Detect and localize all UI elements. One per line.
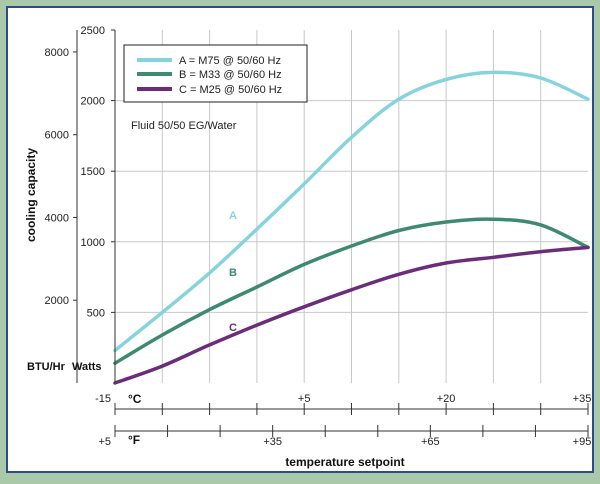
legend-label-a: A = M75 @ 50/60 Hz	[179, 55, 281, 67]
fahrenheit-unit-label: °F	[128, 433, 140, 447]
x-tick-label-fahrenheit: +95	[573, 436, 592, 448]
y-tick-label-watts: 500	[87, 307, 105, 319]
x-tick-label-celsius: +5	[298, 393, 311, 405]
legend: A = M75 @ 50/60 Hz B = M33 @ 50/60 Hz C …	[123, 44, 308, 103]
x-tick-label-fahrenheit: +35	[263, 436, 282, 448]
curve-label-b: B	[229, 267, 237, 279]
y-axis-title: cooling capacity	[24, 148, 38, 242]
tick-layer: 500 1000 1500 2000 2500 2000 4000 6000 8000 -15 +5…	[45, 25, 592, 448]
legend-label-c: C = M25 @ 50/60 Hz	[179, 84, 282, 96]
watts-unit-label: Watts	[72, 361, 102, 373]
legend-label-b: B = M33 @ 50/60 Hz	[179, 69, 282, 81]
series-line-a	[113, 70, 590, 353]
x-tick-label-celsius: +20	[437, 393, 456, 405]
y-tick-label-watts: 2000	[81, 96, 105, 108]
series-layer	[113, 70, 590, 385]
y-tick-label-btu: 6000	[45, 130, 69, 142]
x-tick-label-celsius: +35	[573, 393, 592, 405]
x-tick-label-fahrenheit: +65	[421, 436, 440, 448]
x-axis-title: temperature setpoint	[285, 455, 404, 469]
series-line-c	[113, 245, 590, 385]
curve-label-c: C	[229, 322, 237, 334]
fluid-note: Fluid 50/50 EG/Water	[131, 120, 237, 132]
x-tick-label-fahrenheit: +5	[98, 436, 111, 448]
y-tick-label-btu: 4000	[45, 212, 69, 224]
x-tick-label-celsius: -15	[95, 393, 111, 405]
btu-unit-label: BTU/Hr	[27, 361, 66, 373]
y-tick-label-btu: 8000	[45, 47, 69, 59]
celsius-unit-label: °C	[128, 392, 142, 406]
series-line-b	[113, 217, 590, 365]
y-tick-label-watts: 1500	[81, 166, 105, 178]
curve-label-a: A	[229, 210, 237, 222]
y-tick-label-watts: 2500	[81, 25, 105, 37]
y-tick-label-btu: 2000	[45, 295, 69, 307]
y-tick-label-watts: 1000	[81, 237, 105, 249]
